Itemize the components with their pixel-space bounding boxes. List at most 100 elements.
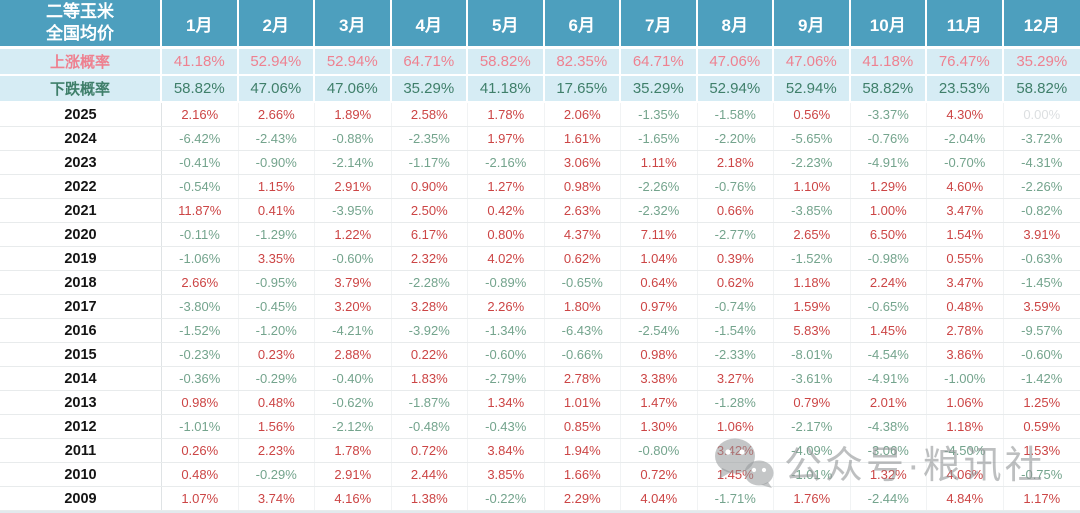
cell-2020-m4: 6.17% (391, 223, 468, 246)
cell-2017-m1: -3.80% (162, 295, 239, 318)
year-row-2010: 2010 0.48% -0.29% 2.91% 2.44% 3.85% 1.66% 0.72%… (0, 463, 1080, 487)
cell-2019-m9: -1.52% (774, 247, 851, 270)
cell-2024-m7: -1.65% (621, 127, 698, 150)
cell-2021-m5: 0.42% (468, 199, 545, 222)
cell-2011-m7: -0.80% (621, 439, 698, 462)
cell-2019-m11: 0.55% (927, 247, 1004, 270)
cell-2011-m6: 1.94% (544, 439, 621, 462)
cell-2013-m10: 2.01% (850, 391, 927, 414)
cell-2022-m1: -0.54% (162, 175, 239, 198)
year-label-2025: 2025 (0, 103, 162, 126)
cell-2017-m2: -0.45% (238, 295, 315, 318)
cell-2010-m8: 1.45% (697, 463, 774, 486)
cell-2022-m12: -2.26% (1003, 175, 1080, 198)
cell-2010-m7: 0.72% (621, 463, 698, 486)
cell-2015-m11: 3.86% (927, 343, 1004, 366)
cell-2018-m3: 3.79% (315, 271, 392, 294)
cell-2022-m2: 1.15% (238, 175, 315, 198)
cell-2018-m2: -0.95% (238, 271, 315, 294)
cell-2015-m5: -0.60% (468, 343, 545, 366)
cell-2010-m5: 3.85% (468, 463, 545, 486)
year-label-2019: 2019 (0, 247, 162, 270)
cell-2011-m10: -3.06% (850, 439, 927, 462)
month-header-9: 9月 (774, 0, 851, 46)
cell-2024-m1: -6.42% (162, 127, 239, 150)
cell-2021-m9: -3.85% (774, 199, 851, 222)
cell-2021-m3: -3.95% (315, 199, 392, 222)
rise-probability-row-value-7: 64.71% (621, 49, 698, 74)
cell-2014-m6: 2.78% (544, 367, 621, 390)
cell-2017-m12: 3.59% (1003, 295, 1080, 318)
year-label-2016: 2016 (0, 319, 162, 342)
fall-probability-row-value-11: 23.53% (927, 76, 1004, 101)
cell-2016-m12: -9.57% (1003, 319, 1080, 342)
cell-2017-m10: -0.65% (850, 295, 927, 318)
cell-2009-m1: 1.07% (162, 487, 239, 510)
cell-2022-m4: 0.90% (391, 175, 468, 198)
year-label-2011: 2011 (0, 439, 162, 462)
fall-probability-row-value-8: 52.94% (697, 76, 774, 101)
cell-2024-m9: -5.65% (774, 127, 851, 150)
cell-2013-m12: 1.25% (1003, 391, 1080, 414)
year-row-2015: 2015 -0.23% 0.23% 2.88% 0.22% -0.60% -0.66% 0.9… (0, 343, 1080, 367)
cell-2022-m8: -0.76% (697, 175, 774, 198)
year-label-2022: 2022 (0, 175, 162, 198)
cell-2025-m8: -1.58% (697, 103, 774, 126)
cell-2015-m9: -8.01% (774, 343, 851, 366)
fall-probability-row-value-12: 58.82% (1003, 76, 1080, 101)
table-header-row: 二等玉米 全国均价 1月 2月 3月 4月 5月 6月 7月 8月 9月 10月 11月 12月 (0, 0, 1080, 46)
cell-2021-m11: 3.47% (927, 199, 1004, 222)
cell-2016-m10: 1.45% (850, 319, 927, 342)
rise-probability-row-value-1: 41.18% (162, 49, 239, 74)
cell-2015-m12: -0.60% (1003, 343, 1080, 366)
cell-2018-m12: -1.45% (1003, 271, 1080, 294)
year-row-2020: 2020 -0.11% -1.29% 1.22% 6.17% 0.80% 4.37% 7.11… (0, 223, 1080, 247)
cell-2024-m3: -0.88% (315, 127, 392, 150)
year-row-2023: 2023 -0.41% -0.90% -2.14% -1.17% -2.16% 3.06% 1… (0, 151, 1080, 175)
cell-2012-m11: 1.18% (927, 415, 1004, 438)
cell-2013-m7: 1.47% (621, 391, 698, 414)
cell-2019-m3: -0.60% (315, 247, 392, 270)
rise-probability-row-value-3: 52.94% (315, 49, 392, 74)
cell-2018-m8: 0.62% (697, 271, 774, 294)
rise-probability-row: 上涨概率 41.18% 52.94% 52.94% 64.71% 58.82% 82.35%… (0, 49, 1080, 74)
cell-2025-m2: 2.66% (238, 103, 315, 126)
cell-2016-m5: -1.34% (468, 319, 545, 342)
cell-2019-m6: 0.62% (544, 247, 621, 270)
month-header-3: 3月 (315, 0, 392, 46)
cell-2013-m3: -0.62% (315, 391, 392, 414)
cell-2013-m1: 0.98% (162, 391, 239, 414)
cell-2014-m8: 3.27% (697, 367, 774, 390)
year-label-2020: 2020 (0, 223, 162, 246)
month-header-6: 6月 (544, 0, 621, 46)
year-label-2014: 2014 (0, 367, 162, 390)
cell-2016-m4: -3.92% (391, 319, 468, 342)
month-header-12: 12月 (1003, 0, 1080, 46)
rise-probability-row-label: 上涨概率 (0, 49, 162, 74)
cell-2023-m3: -2.14% (315, 151, 392, 174)
cell-2012-m7: 1.30% (621, 415, 698, 438)
cell-2021-m1: 11.87% (162, 199, 239, 222)
cell-2017-m11: 0.48% (927, 295, 1004, 318)
cell-2013-m6: 1.01% (544, 391, 621, 414)
year-row-2019: 2019 -1.06% 3.35% -0.60% 2.32% 4.02% 0.62% 1.04… (0, 247, 1080, 271)
cell-2014-m7: 3.38% (621, 367, 698, 390)
month-header-7: 7月 (621, 0, 698, 46)
cell-2009-m11: 4.84% (927, 487, 1004, 510)
cell-2021-m7: -2.32% (621, 199, 698, 222)
cell-2019-m12: -0.63% (1003, 247, 1080, 270)
cell-2015-m1: -0.23% (162, 343, 239, 366)
cell-2021-m10: 1.00% (850, 199, 927, 222)
cell-2009-m9: 1.76% (774, 487, 851, 510)
month-header-10: 10月 (850, 0, 927, 46)
table-body: 2025 2.16% 2.66% 1.89% 2.58% 1.78% 2.06% -1.35%… (0, 103, 1080, 511)
cell-2016-m7: -2.54% (621, 319, 698, 342)
cell-2025-m12: 0.00% (1003, 103, 1080, 126)
cell-2011-m2: 2.23% (238, 439, 315, 462)
fall-probability-row-value-1: 58.82% (162, 76, 239, 101)
cell-2025-m11: 4.30% (927, 103, 1004, 126)
cell-2012-m4: -0.48% (391, 415, 468, 438)
year-row-2014: 2014 -0.36% -0.29% -0.40% 1.83% -2.79% 2.78% 3.… (0, 367, 1080, 391)
cell-2020-m7: 7.11% (621, 223, 698, 246)
cell-2021-m2: 0.41% (238, 199, 315, 222)
